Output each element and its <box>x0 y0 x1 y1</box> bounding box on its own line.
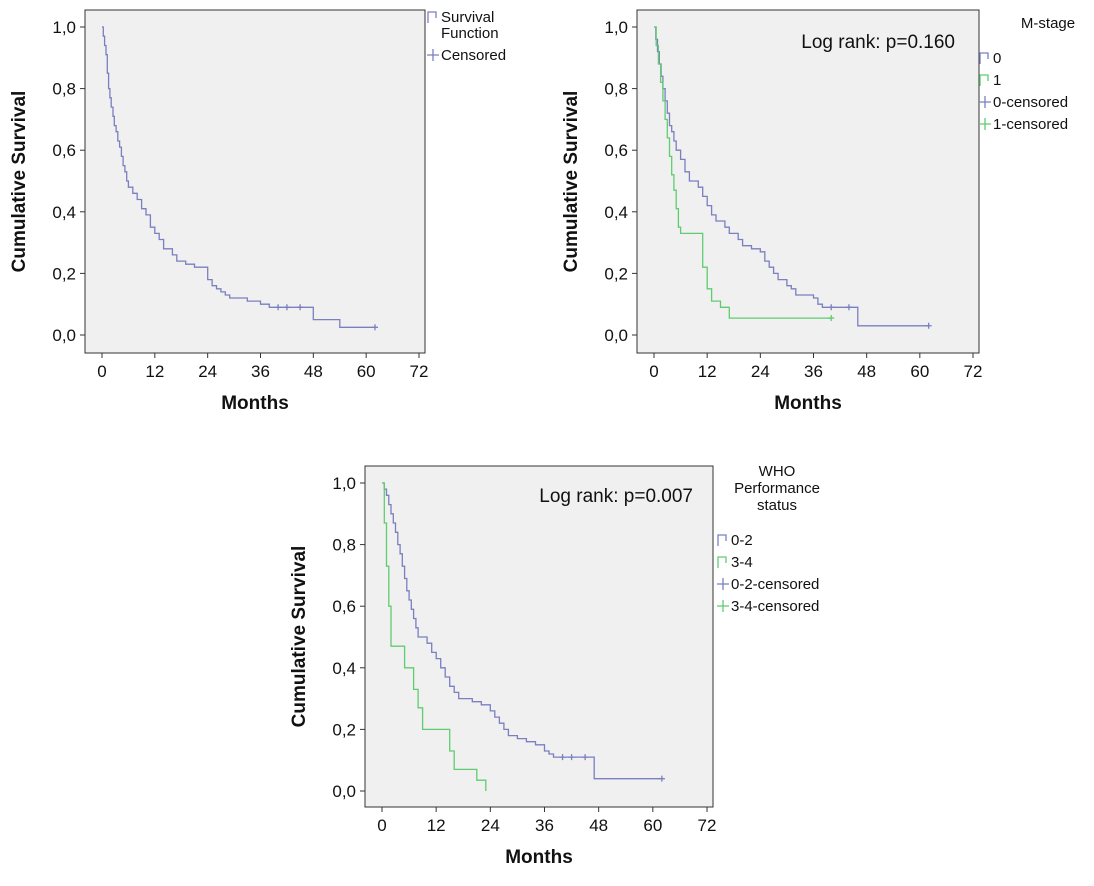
x-tick-label: 60 <box>910 362 929 381</box>
x-tick-label: 36 <box>804 362 823 381</box>
legend-label: 1 <box>993 72 1001 89</box>
x-tick-label: 0 <box>377 816 386 835</box>
x-tick-label: 36 <box>535 816 554 835</box>
y-axis-title: Cumulative Survival <box>9 91 30 273</box>
x-tick-label: 60 <box>357 362 376 381</box>
y-tick-label: 0,2 <box>52 264 76 283</box>
legend-label: Survival <box>441 9 494 26</box>
legend-label: 0-2 <box>731 532 753 549</box>
censored-mark <box>925 322 932 329</box>
censored-mark <box>828 304 835 311</box>
log-rank-annotation: Log rank: p=0.007 <box>539 486 693 507</box>
x-tick-label: 12 <box>698 362 717 381</box>
legend-title: status <box>757 497 797 514</box>
censored-mark <box>845 304 852 311</box>
y-axis-title: Cumulative Survival <box>289 546 310 728</box>
x-tick-label: 24 <box>481 816 500 835</box>
legend-swatch-cross <box>979 118 991 130</box>
y-axis-title: Cumulative Survival <box>561 91 582 273</box>
legend-title: M-stage <box>1021 15 1075 32</box>
y-tick-label: 0,4 <box>604 203 628 222</box>
x-tick-label: 12 <box>145 362 164 381</box>
chart-panel-3: 0,0 0,2 0,4 0,6 0,8 1,0 0 12 24 36 48 60 72 Months Cum… <box>289 463 820 868</box>
y-tick-label: 0,8 <box>52 80 76 99</box>
legend-swatch-cross <box>717 600 729 612</box>
x-tick-label: 0 <box>97 362 106 381</box>
legend-label: 0-censored <box>993 94 1068 111</box>
y-tick-label: 0,6 <box>52 141 76 160</box>
legend-title: WHO <box>759 463 796 480</box>
plot-area <box>364 465 714 808</box>
y-tick-label: 1,0 <box>52 18 76 37</box>
survival-curve-1 <box>654 26 832 319</box>
plot-area <box>636 9 980 354</box>
censored-mark <box>559 754 566 761</box>
survival-curve-3-4 <box>382 482 487 791</box>
x-tick-label: 48 <box>857 362 876 381</box>
chart-panel-2: 0,0 0,2 0,4 0,6 0,8 1,0 0 12 24 36 48 60 72 Months Cum… <box>561 9 1075 414</box>
censored-mark <box>297 304 304 311</box>
legend-swatch-line <box>427 11 437 23</box>
legend-label: Censored <box>441 47 506 64</box>
legend-label: 3-4 <box>731 554 753 571</box>
y-tick-label: 1,0 <box>332 474 356 493</box>
x-tick-label: 0 <box>649 362 658 381</box>
survival-curve-0-2 <box>382 482 662 780</box>
log-rank-annotation: Log rank: p=0.160 <box>801 32 955 53</box>
x-tick-label: 72 <box>698 816 717 835</box>
y-tick-label: 0,4 <box>332 659 356 678</box>
x-tick-label: 48 <box>589 816 608 835</box>
x-tick-label: 72 <box>964 362 983 381</box>
legend-swatch-line <box>717 556 727 568</box>
legend-swatch-line <box>979 52 989 64</box>
legend-swatch-cross <box>979 96 991 108</box>
x-axis-title: Months <box>505 847 573 868</box>
legend-label: 0-2-censored <box>731 576 819 593</box>
y-tick-label: 0,6 <box>604 141 628 160</box>
legend-label: 0 <box>993 50 1001 67</box>
y-tick-label: 0,8 <box>332 536 356 555</box>
y-tick-label: 0,2 <box>332 720 356 739</box>
legend-label: 1-censored <box>993 116 1068 133</box>
censored-mark <box>582 754 589 761</box>
censored-mark <box>283 304 290 311</box>
x-tick-label: 72 <box>410 362 429 381</box>
x-tick-label: 60 <box>643 816 662 835</box>
y-tick-label: 0,8 <box>604 80 628 99</box>
legend-swatch-line <box>717 534 727 546</box>
x-tick-label: 24 <box>198 362 217 381</box>
x-tick-label: 12 <box>427 816 446 835</box>
censored-mark <box>568 754 575 761</box>
y-tick-label: 0,0 <box>332 782 356 801</box>
y-tick-label: 0,0 <box>604 326 628 345</box>
y-tick-label: 0,2 <box>604 264 628 283</box>
censored-mark <box>658 775 665 782</box>
y-tick-label: 0,0 <box>52 326 76 345</box>
x-tick-label: 24 <box>751 362 770 381</box>
legend-swatch-line <box>979 74 989 86</box>
censored-mark <box>371 324 378 331</box>
legend-swatch-cross <box>427 49 439 61</box>
plot-area <box>84 9 426 354</box>
y-tick-label: 0,4 <box>52 203 76 222</box>
legend-label: Function <box>441 25 499 42</box>
x-tick-label: 48 <box>304 362 323 381</box>
y-tick-label: 1,0 <box>604 18 628 37</box>
legend-title: Performance <box>734 480 820 497</box>
chart-panel-1: 0,0 0,2 0,4 0,6 0,8 1,0 0 12 24 36 48 60 72 Months Cum… <box>9 9 506 414</box>
censored-mark <box>275 304 282 311</box>
x-axis-title: Months <box>774 393 842 414</box>
x-tick-label: 36 <box>251 362 270 381</box>
legend-label: 3-4-censored <box>731 598 819 615</box>
censored-mark <box>828 315 835 322</box>
survival-curve-Survival Function <box>102 26 375 328</box>
legend-swatch-cross <box>717 578 729 590</box>
x-axis-title: Months <box>221 393 289 414</box>
y-tick-label: 0,6 <box>332 597 356 616</box>
survival-curve-0 <box>654 26 929 327</box>
